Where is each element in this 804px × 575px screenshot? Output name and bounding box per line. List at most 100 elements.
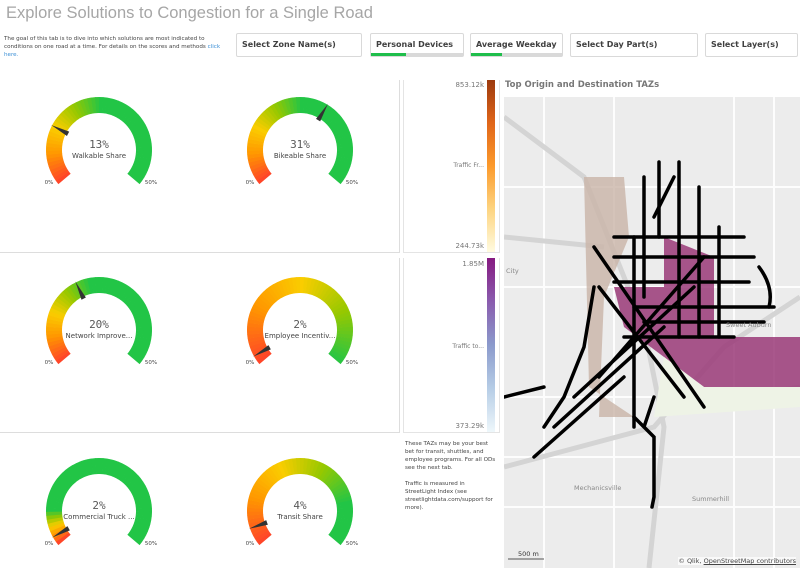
osm-link[interactable]: OpenStreetMap contributors [703,557,796,565]
gauge-arc-segment [288,277,295,294]
gauge-arc-segment [131,344,148,355]
filter-label: Select Day Part(s) [576,40,658,49]
gauge-arc-segment [59,472,74,487]
day-part-filter[interactable]: Select Day Part(s) [570,33,698,57]
map-label: Summerhill [692,495,730,503]
gauge-arc-segment [112,461,123,478]
gauge-arc-segment [47,158,64,167]
gauge-arc-segment [263,469,277,485]
gauge-arc-segment [250,488,267,499]
gauge-arc-segment [331,346,348,358]
gauge-arc-segment [75,100,86,117]
gauge-arc-segment [47,338,64,347]
gauge-arc-segment [335,135,352,143]
gauge-arc-segment [250,307,267,318]
gauge-arc-segment [323,469,337,485]
gauge-arc-segment [48,491,65,501]
gauge-arc-segment [313,280,324,297]
gauge-arc-segment [75,461,86,478]
traffic-to-legend: 1.85M Traffic to... 373.29k [403,258,500,433]
gauge-arc-segment [336,514,353,521]
gauge-arc-segment [87,458,94,475]
map-label: Mechanicsville [574,484,622,492]
gauge-arc-segment [115,463,127,480]
gauge-arc-segment [129,300,146,313]
gauge-arc-segment [134,519,151,529]
details-link[interactable]: click here. [4,44,221,58]
gauge-arc-segment [254,168,270,181]
gauge-arc-segment [115,102,127,119]
gauge-arc-segment [79,99,89,116]
gauge-arc-segment [328,532,344,546]
gauge-arc-segment [135,138,152,146]
gauge-arc-segment [104,458,112,476]
gauge-arc-segment [273,463,285,480]
gauge-arc-segment [68,104,81,120]
gauge-arc-segment [320,106,334,122]
gauge-arc-segment [333,127,350,138]
gauge-arc-segment [329,297,345,310]
gauge-arc-segment [336,138,353,146]
gauge-label: Bikeable Share [274,152,326,160]
gauge-arc-segment [107,278,116,295]
gauge-arc-segment [280,460,290,477]
gauge-arc-segment [126,475,142,489]
gauge-arc-segment [130,527,147,539]
map[interactable]: City Sweet Auburn Mechanicsville Summerh… [504,97,800,568]
device-filter[interactable]: Personal Devices [370,33,464,57]
gauge-arc-segment [335,315,352,323]
gauge-needle [249,520,268,529]
gauge-arc-segment [48,341,65,351]
gauge-arc-segment [260,111,275,126]
gauge-arc-segment [46,318,63,326]
gauge-arc-segment [132,488,149,499]
gauge-arc-segment [332,344,349,355]
gauge-arc-segment [316,463,328,480]
gauge-arc-segment [251,123,268,135]
gauge-label: Commercial Truck ... [63,513,134,521]
gauge-arc-segment [131,164,148,175]
gauge-arc-segment [47,519,64,528]
legend-min: 244.73k [455,242,484,250]
gauge-arc-segment [124,291,139,306]
gauge-arc-segment [313,100,324,117]
gauge-arc-segment [335,519,352,529]
gauge-arc-segment [247,335,265,343]
gauge-arc-segment [122,108,136,124]
gauge-arc-segment [254,529,270,542]
gauge-arc-segment [255,297,272,310]
gauge-arc-segment [318,465,331,481]
zone-name-filter[interactable]: Select Zone Name(s) [236,33,362,57]
gauge-arc-segment [250,343,268,355]
gauge-arc-segment [134,156,152,164]
gauge-arc-segment [330,300,347,313]
day-type-filter[interactable]: Average Weekday ... [470,33,563,58]
gauge-min: 0% [45,180,54,186]
gauge-arc-segment [79,279,89,296]
gauge-arc-segment [53,348,69,361]
gauge-label: Network Improve... [66,332,133,340]
layer-filter[interactable]: Select Layer(s) [705,33,798,57]
gauge-arc-segment [68,465,81,481]
gauge-arc-segment [255,478,272,491]
gauge-arc-segment [128,117,144,130]
gauge-max: 50% [145,541,157,547]
attribution-text: © Qlik, [678,557,704,565]
gauge-arc-segment [250,127,267,138]
gauge-arc-segment [329,117,345,130]
gauge-arc-segment [266,467,280,483]
gauge-arc-segment [336,318,353,326]
gauge-arc-segment [320,286,334,302]
traffic-from-legend: 853.12k Traffic Fr... 244.73k [403,80,500,253]
gauge-arc-segment [68,284,81,300]
gauge-arc-segment [50,303,67,315]
gauge-arc-segment [263,288,277,304]
gauge-arc-segment [334,161,351,171]
selection-bar [471,53,562,56]
gauge-value: 2% [293,318,307,331]
gauge-arc-segment [276,280,287,297]
gauge-arc-segment [126,294,142,308]
gauge-arc-segment [109,279,119,296]
gauge-arc-segment [132,127,149,138]
filter-label: Select Layer(s) [711,40,779,49]
